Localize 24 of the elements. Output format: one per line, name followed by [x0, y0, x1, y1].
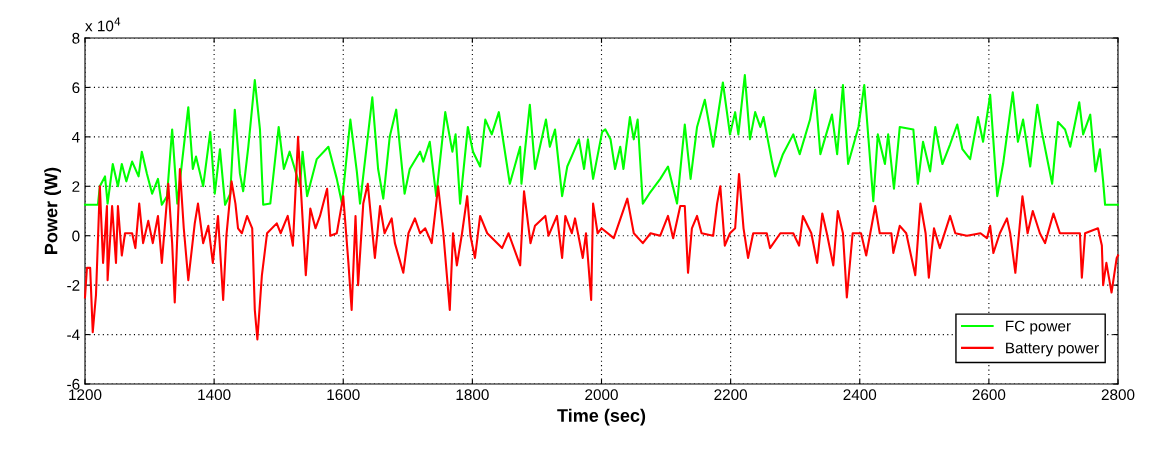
y-tick-label: 8	[72, 32, 80, 44]
y-tick-label: -2	[67, 280, 80, 291]
x-tick-label: 1200	[69, 389, 102, 401]
y-axis-title: Power (W)	[44, 167, 61, 254]
line-series	[83, 74, 1120, 206]
legend-label: FC power	[1006, 320, 1071, 335]
x-tick-label: 1600	[327, 389, 360, 401]
y-tick-label: 0	[72, 230, 80, 242]
legend-label: Battery power	[1006, 342, 1099, 357]
y-tick-label: 2	[72, 181, 80, 192]
x-tick-label: 2400	[843, 389, 877, 401]
x-tick-label: 2200	[714, 389, 748, 401]
y-tick-label: -6	[67, 378, 80, 390]
x-tick-label: 2800	[1101, 389, 1135, 401]
x-tick-label: 2600	[972, 389, 1006, 401]
y-tick-label: 4	[71, 131, 80, 143]
x-axis-title: Time (sec)	[557, 408, 646, 426]
x-tick-label: 1800	[456, 389, 489, 401]
y-tick-label: -4	[67, 329, 80, 341]
x-tick-label: 2000	[585, 389, 618, 401]
line-series	[83, 135, 1120, 341]
y-tick-label: 6	[72, 82, 80, 94]
text: x 10$^{4}$	[85, 17, 121, 32]
x-tick-label: 1400	[198, 389, 231, 401]
